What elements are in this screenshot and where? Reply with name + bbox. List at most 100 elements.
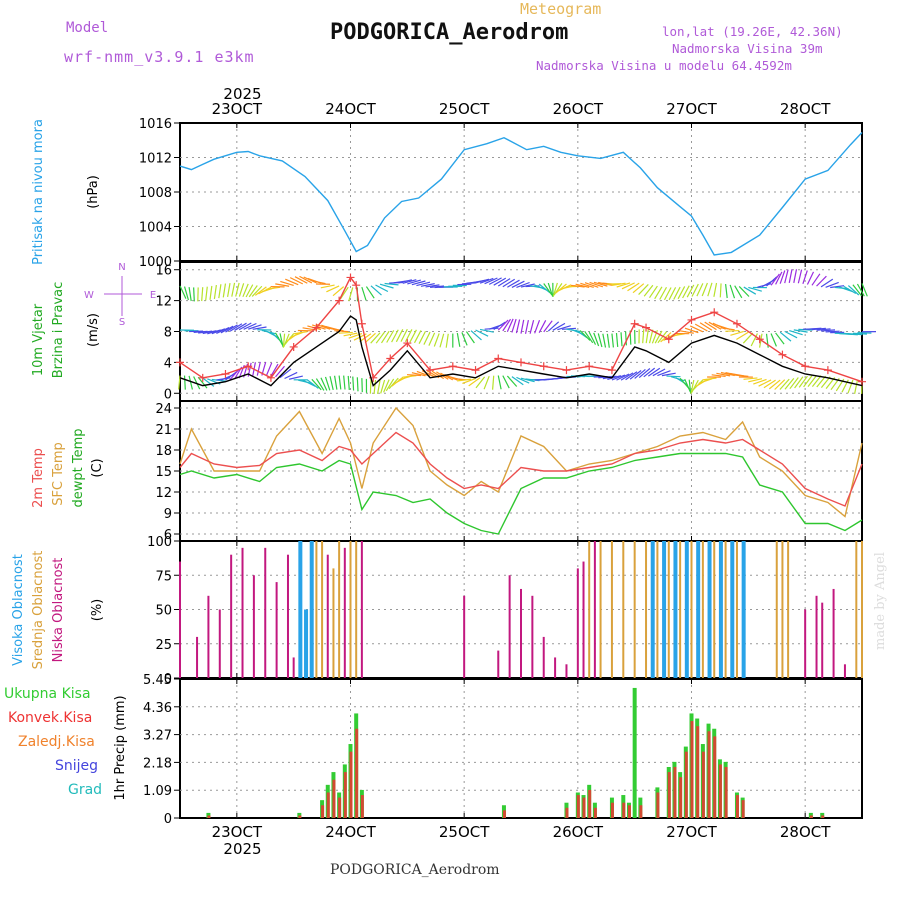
station-title: PODGORICA_Aerodrom (330, 20, 569, 45)
pressure-ytick-label: 1016 (139, 117, 172, 132)
conv-precip-bar (684, 751, 688, 818)
wind-direction-arrow (797, 269, 803, 284)
wind-direction-arrow (302, 379, 316, 387)
wind-direction-arrow (411, 280, 426, 286)
wind-ytick-label: 4 (164, 356, 172, 371)
conv-precip-bar (656, 792, 660, 818)
x-bottom-day-label: 24OCT (325, 823, 376, 841)
temperature-ytick-label: 21 (155, 423, 172, 438)
wind-direction-arrow (575, 283, 590, 288)
wind-direction-arrow (407, 279, 421, 285)
wind-direction-arrow (634, 368, 646, 379)
wind-direction-arrow (188, 375, 193, 390)
wind-direction-arrow (793, 269, 798, 284)
wind-direction-arrow (584, 330, 594, 344)
high-cloud-bar (730, 541, 735, 678)
wind-direction-arrow (734, 285, 743, 299)
wind-direction-arrow (252, 326, 267, 330)
wind-direction-arrow (616, 373, 630, 381)
wind-direction-arrow (615, 332, 619, 347)
wind-direction-arrow (497, 319, 509, 331)
wind-direction-arrow (275, 283, 290, 287)
wind-direction-arrow (811, 273, 821, 286)
wind-direction-arrow (748, 286, 762, 292)
wind-direction-arrow (235, 282, 240, 297)
wind-direction-arrow (789, 329, 803, 336)
wind-direction-arrow (702, 377, 717, 381)
wind-direction-arrow (857, 331, 872, 334)
mid-cloud-bar (321, 541, 324, 678)
wind-direction-arrow (602, 333, 607, 348)
wind-direction-arrow (456, 332, 461, 347)
low-cloud-bar (508, 575, 511, 678)
pressure-ytick-label: 1004 (139, 221, 172, 236)
wind-direction-arrow (553, 283, 563, 296)
wind-direction-arrow (589, 281, 604, 288)
conv-precip-bar (809, 815, 813, 818)
wind-direction-arrow (380, 330, 390, 344)
precip-ytick-label: 1.09 (143, 784, 172, 799)
low-cloud-bar (832, 588, 835, 678)
wind-gust-marker (801, 362, 810, 371)
wind-direction-arrow (256, 361, 261, 376)
wind-gust-marker (585, 362, 594, 371)
high-cloud-bar (707, 541, 712, 678)
mid-cloud-bar (855, 541, 858, 678)
wind-direction-arrow (270, 363, 279, 377)
wind-direction-arrow (547, 282, 554, 297)
wind-direction-arrow (557, 325, 571, 331)
temperature-ytick-label: 18 (155, 444, 172, 459)
low-cloud-bar (326, 554, 329, 678)
wind-direction-arrow (708, 321, 722, 330)
x-bottom-day-label: 26OCT (553, 823, 604, 841)
wind-gust-marker (710, 308, 719, 317)
mid-cloud-bar (338, 541, 341, 678)
pressure-ytick-label: 1000 (139, 255, 172, 270)
wind-direction-arrow (343, 375, 346, 390)
wind-direction-arrow (720, 327, 735, 331)
wind-direction-arrow (284, 371, 298, 380)
wind-direction-arrow (854, 380, 859, 395)
low-cloud-bar (463, 595, 466, 678)
wind-direction-arrow (802, 270, 808, 284)
wind-direction-arrow (716, 372, 731, 377)
wind-direction-arrow (428, 332, 436, 346)
dew-ylabel: dewpt Temp (71, 428, 86, 507)
wind-gust-line (179, 276, 863, 383)
wind-direction-arrow (178, 375, 181, 390)
wind-direction-arrow (398, 279, 413, 284)
wind-direction-arrow (779, 331, 792, 342)
wind-direction-arrow (433, 333, 440, 347)
wind-direction-arrow (202, 330, 217, 335)
wind-direction-arrow (293, 331, 308, 335)
wind-direction-arrow (784, 377, 795, 390)
low-cloud-bar (196, 636, 199, 678)
wind-direction-arrow (770, 333, 777, 347)
wind-direction-arrow (334, 330, 349, 333)
wind-direction-arrow (299, 275, 313, 284)
wind-direction-arrow (375, 331, 386, 344)
temperature-ytick-label: 9 (164, 507, 172, 522)
wind-direction-arrow (329, 376, 334, 391)
wind-direction-arrow (502, 278, 516, 288)
wind-direction-arrow (315, 378, 325, 391)
wind-direction-arrow (684, 378, 691, 393)
conv-precip-bar (735, 795, 739, 818)
wind-direction-arrow (686, 284, 695, 298)
wind-direction-arrow (365, 286, 375, 299)
precip-frame (179, 678, 863, 819)
wind-direction-arrow (311, 280, 326, 285)
wind-direction-arrow (416, 281, 431, 287)
wind-direction-arrow (238, 283, 245, 297)
wind-direction-arrow (607, 375, 622, 380)
wind-compass-n: N (118, 262, 125, 273)
wind-direction-arrow (616, 282, 631, 288)
wind-direction-arrow (775, 332, 785, 345)
conv-precip-bar (690, 721, 694, 818)
low-cloud-bar (582, 561, 585, 678)
wind-direction-arrow (229, 368, 240, 381)
wind-direction-arrow (720, 371, 735, 377)
mid-cloud-bar (610, 541, 613, 678)
wind-gust-marker (494, 354, 503, 363)
wind-direction-arrow (457, 378, 472, 382)
